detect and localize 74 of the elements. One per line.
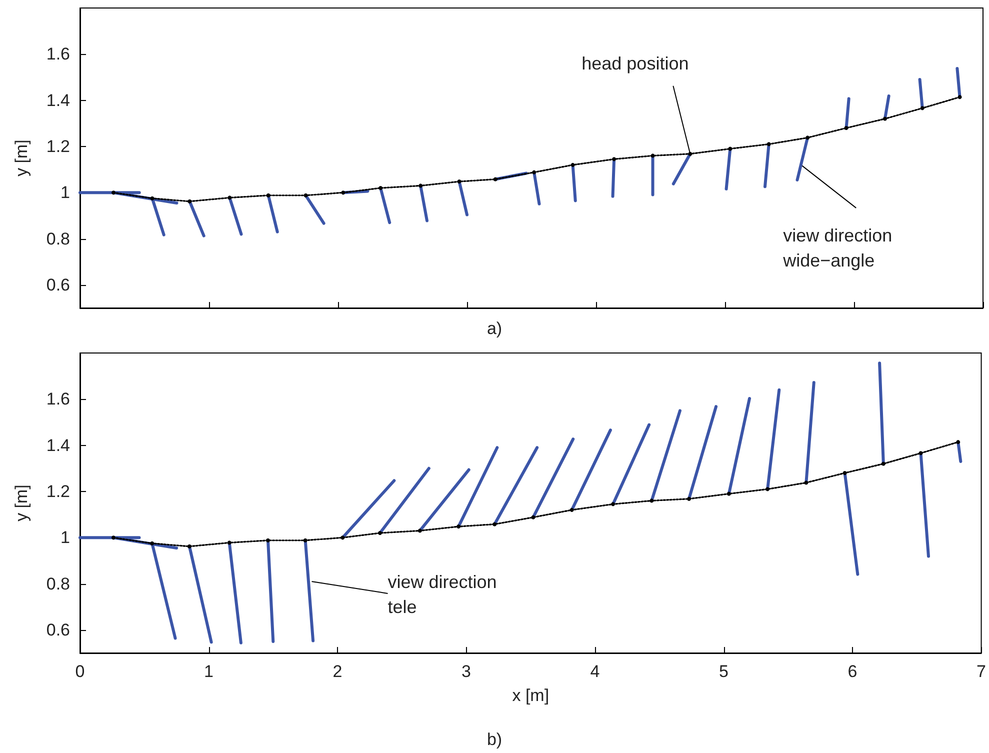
y-tick-label: 1	[60, 528, 70, 548]
point	[457, 180, 462, 184]
x-tick-label: 0	[75, 662, 85, 681]
y-tick-label: 0.8	[46, 574, 70, 594]
point	[570, 508, 574, 512]
point	[956, 440, 960, 444]
y-tick-label: 0.8	[46, 229, 70, 248]
point	[612, 157, 616, 162]
x-axis-title: x [m]	[512, 686, 550, 705]
point	[650, 154, 655, 158]
point	[570, 162, 575, 167]
point	[266, 538, 270, 542]
point	[806, 136, 810, 140]
y-tick-label: 1.4	[46, 90, 70, 110]
point	[493, 177, 498, 182]
point	[882, 116, 887, 121]
annotation: head position	[582, 53, 689, 74]
point	[844, 126, 848, 130]
point	[726, 492, 731, 496]
x-tick-label: 3	[462, 662, 471, 681]
y-tick-label: 1.6	[46, 390, 70, 409]
point	[227, 540, 232, 545]
y-tick-label: 0.6	[46, 275, 70, 294]
point	[611, 502, 616, 506]
text: a)	[486, 319, 502, 338]
x-tick-label: 7	[976, 662, 986, 681]
point	[378, 531, 382, 535]
point	[728, 146, 732, 151]
annotation: view direction wide−angle	[782, 225, 892, 270]
y-tick-label: 1.2	[46, 136, 70, 156]
annotation: view direction tele	[388, 572, 497, 617]
point	[188, 199, 192, 204]
y-tick-label: 1.6	[46, 44, 70, 64]
y-axis-title: y [m]	[12, 484, 31, 522]
point	[340, 536, 345, 540]
point	[112, 190, 116, 195]
point	[150, 196, 154, 200]
point	[804, 480, 808, 485]
point	[650, 498, 654, 503]
point	[918, 451, 923, 456]
point	[378, 186, 383, 190]
point	[688, 152, 692, 156]
x-tick-label: 2	[332, 662, 342, 681]
y-tick-label: 1	[60, 183, 70, 202]
point	[111, 536, 116, 540]
x-tick-label: 5	[719, 662, 728, 681]
point	[341, 190, 346, 195]
point	[304, 193, 308, 198]
point	[303, 538, 308, 542]
point	[766, 487, 770, 492]
point	[687, 496, 692, 501]
point	[418, 184, 423, 188]
point	[228, 196, 232, 200]
text: b)	[486, 730, 502, 749]
x-tick-label: 4	[590, 662, 600, 681]
x-tick-label: 1	[204, 662, 214, 681]
point	[150, 541, 154, 546]
point	[920, 106, 924, 110]
point	[842, 471, 847, 475]
point	[492, 522, 497, 526]
point	[456, 524, 461, 529]
y-tick-label: 1.4	[46, 436, 70, 455]
y-tick-label: 0.6	[46, 620, 70, 640]
point	[958, 95, 962, 100]
point	[531, 515, 536, 520]
point	[266, 193, 270, 198]
y-tick-label: 1.2	[46, 482, 70, 501]
point	[881, 462, 886, 466]
point	[766, 142, 771, 146]
point	[418, 528, 422, 533]
y-axis-title: y [m]	[12, 140, 31, 176]
point	[532, 170, 536, 174]
point	[187, 544, 192, 548]
x-tick-label: 6	[848, 662, 858, 681]
